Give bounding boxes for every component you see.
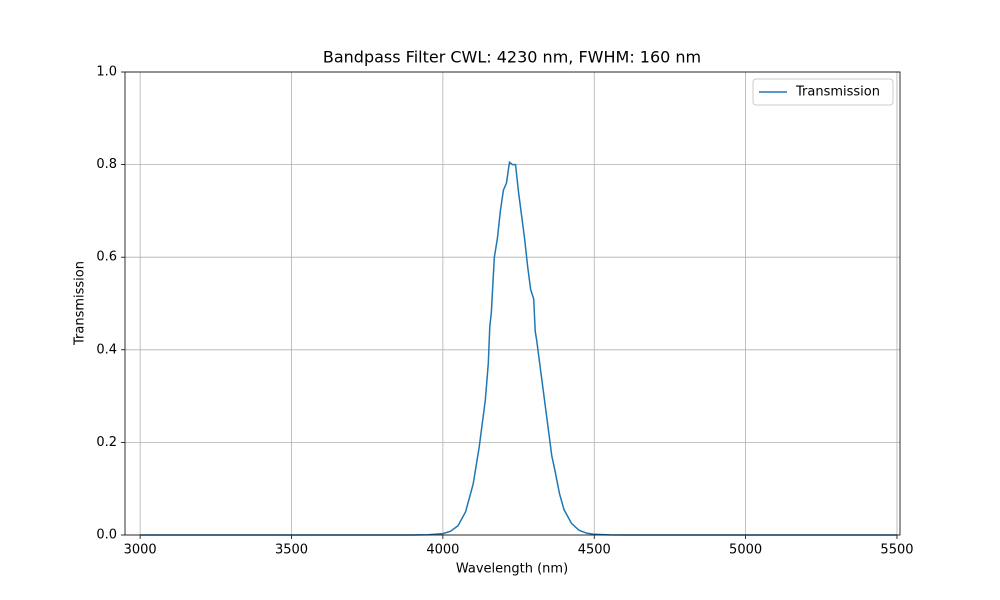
x-tick-label: 4500	[578, 543, 611, 558]
x-tick-label: 3000	[124, 543, 157, 558]
y-tick-label: 0.2	[96, 435, 117, 450]
legend-box	[752, 78, 894, 106]
y-tick-label: 1.0	[96, 65, 117, 80]
x-tick-label: 4000	[426, 543, 459, 558]
y-tick-label: 0.8	[96, 157, 117, 172]
y-axis-label: Transmission	[73, 261, 88, 346]
x-tick-label: 3500	[275, 543, 308, 558]
legend-label: Transmission	[795, 85, 880, 100]
y-tick-label: 0.4	[96, 342, 117, 357]
axes-frame	[124, 71, 901, 536]
y-tick-label: 0.6	[96, 250, 117, 265]
y-tick-label: 0.0	[96, 528, 117, 543]
chart-title: Bandpass Filter CWL: 4230 nm, FWHM: 160 …	[323, 48, 701, 67]
line-series	[140, 160, 897, 536]
x-tick-label: 5000	[729, 543, 762, 558]
x-axis-label: Wavelength (nm)	[456, 562, 568, 577]
x-tick-label: 5500	[880, 543, 913, 558]
